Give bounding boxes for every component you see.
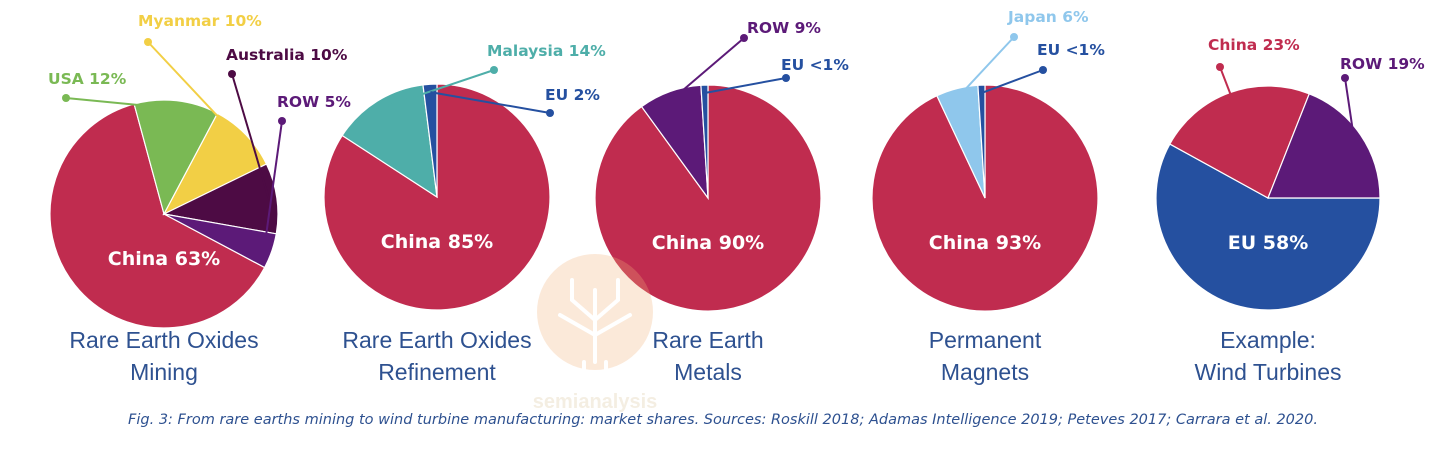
pie-2-slice-3 — [422, 83, 438, 198]
pie-5-slice-label-2: China 23% — [1208, 36, 1300, 54]
pie-1-leader-3 — [147, 41, 241, 142]
pie-5-leader-2 — [1219, 66, 1234, 101]
pie-3-title-line-1: Rare Earth — [652, 327, 763, 353]
pie-1-slice-3 — [162, 112, 268, 216]
pie-1-slice-5 — [163, 213, 277, 269]
pie-5-slice-label-3: ROW 19% — [1340, 55, 1425, 73]
pie-chart-3: ROW 9% EU <1% China 90% Rare Earth Metals — [594, 19, 849, 385]
pie-5-slice-1 — [1155, 143, 1381, 311]
pie-4-leader-3 — [981, 69, 1044, 94]
pie-3-leader-2 — [671, 37, 745, 100]
figure-caption: Fig. 3: From rare earths mining to wind … — [128, 412, 1318, 428]
pie-1-slice-4 — [162, 163, 279, 235]
pie-5-title-line-1: Example: — [1220, 327, 1316, 353]
pie-2-leader-2 — [380, 69, 495, 109]
pie-chart-1: USA 12% Myanmar 10% Australia 10% ROW 5% Chi… — [48, 12, 351, 385]
pie-4-slice-label-2: Japan 6% — [1007, 8, 1089, 26]
pie-1-slice-label-3: Myanmar 10% — [138, 12, 262, 30]
pie-chart-2: Malaysia 14% EU 2% China 85% Rare Earth Oxi… — [323, 42, 606, 385]
pie-4-leader-dot-3 — [1039, 66, 1047, 74]
pie-1-leader-dot-5 — [278, 117, 286, 125]
pie-1-slice-label-2: USA 12% — [48, 70, 127, 88]
pie-3-slice-label-2: ROW 9% — [747, 19, 821, 37]
pie-4-center-label: China 93% — [929, 232, 1041, 254]
pie-chart-5: China 23% ROW 19% EU 58% Example: Wind Turbi… — [1155, 36, 1425, 385]
pie-1-title-line-1: Rare Earth Oxides — [69, 327, 258, 353]
pie-2-title-line-1: Rare Earth Oxides — [342, 327, 531, 353]
pie-1-slice-label-5: ROW 5% — [277, 93, 351, 111]
pie-5-leader-dot-3 — [1341, 74, 1349, 82]
pie-4-slice-3 — [977, 84, 986, 199]
pie-2-slice-label-3: EU 2% — [545, 86, 600, 104]
pie-1-leader-dot-2 — [62, 94, 70, 102]
pie-3-slice-label-3: EU <1% — [781, 56, 849, 74]
pie-1-slice-label-4: Australia 10% — [226, 46, 348, 64]
pie-3-leader-dot-3 — [782, 74, 790, 82]
pie-2-leader-dot-2 — [490, 66, 498, 74]
pie-4-title-line-2: Magnets — [941, 359, 1029, 385]
pie-2-slice-label-2: Malaysia 14% — [487, 42, 606, 60]
pie-1-center-label: China 63% — [108, 248, 220, 270]
pie-3-title-line-2: Metals — [674, 359, 742, 385]
pie-1-title-line-2: Mining — [130, 359, 198, 385]
pie-1-leader-dot-3 — [144, 38, 152, 46]
pie-1-leader-5 — [263, 120, 283, 249]
pie-3-slice-3 — [700, 84, 709, 199]
pie-1-slice-1 — [49, 103, 266, 329]
pie-1-leader-4 — [231, 73, 270, 200]
pie-5-title-line-2: Wind Turbines — [1194, 359, 1341, 385]
pie-5-leader-3 — [1344, 77, 1356, 140]
pie-2-title-line-2: Refinement — [378, 359, 496, 385]
pie-3-leader-3 — [704, 77, 787, 94]
pie-5-slice-3 — [1267, 93, 1381, 199]
pie-1-leader-2 — [65, 97, 176, 110]
pie-2-slice-2 — [341, 84, 438, 199]
pie-1-leader-dot-4 — [228, 70, 236, 78]
pie-4-title-line-1: Permanent — [929, 327, 1042, 353]
pie-2-center-label: China 85% — [381, 231, 493, 253]
pie-3-center-label: China 90% — [652, 232, 764, 254]
pie-3-slice-1 — [594, 84, 822, 312]
pie-4-slice-label-3: EU <1% — [1037, 41, 1105, 59]
pie-chart-4: Japan 6% EU <1% China 93% Permanent Magnets — [871, 8, 1105, 385]
pie-2-leader-dot-3 — [546, 109, 554, 117]
pie-4-leader-dot-2 — [1010, 33, 1018, 41]
pie-5-center-label: EU 58% — [1228, 232, 1309, 254]
pie-2-leader-3 — [430, 91, 551, 114]
pie-5-leader-dot-2 — [1216, 63, 1224, 71]
pie-4-leader-2 — [958, 36, 1015, 97]
pie-3-leader-dot-2 — [740, 34, 748, 42]
